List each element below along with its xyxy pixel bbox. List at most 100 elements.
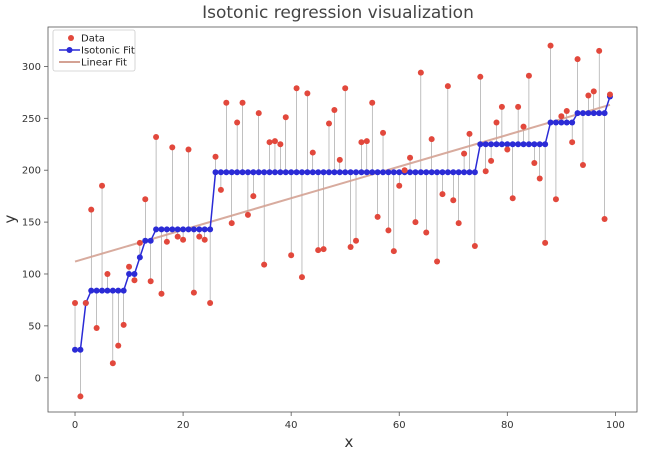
data-point	[461, 150, 468, 157]
isotonic-fit-point	[493, 141, 500, 148]
isotonic-fit-point	[223, 169, 230, 176]
x-tick-label: 80	[501, 420, 514, 431]
isotonic-fit-point	[363, 169, 370, 176]
data-point	[428, 136, 435, 143]
isotonic-fit-point	[353, 169, 360, 176]
isotonic-fit-point	[239, 169, 246, 176]
data-point	[88, 206, 95, 213]
isotonic-fit-point	[434, 169, 441, 176]
data-point-series	[72, 42, 613, 400]
isotonic-fit-point	[396, 169, 403, 176]
x-axis-label: x	[345, 433, 354, 451]
data-point	[493, 119, 500, 126]
isotonic-fit-point	[471, 169, 478, 176]
data-point	[590, 88, 597, 95]
data-point	[293, 85, 300, 92]
data-point	[163, 238, 170, 245]
data-point	[126, 263, 133, 270]
data-point	[201, 236, 208, 243]
data-point	[131, 277, 138, 284]
data-point	[261, 261, 268, 268]
isotonic-fit-point	[369, 169, 376, 176]
isotonic-fit-point	[347, 169, 354, 176]
isotonic-fit-point	[482, 141, 489, 148]
data-point	[250, 193, 257, 200]
data-point	[136, 239, 143, 246]
y-axis-ticks: 0 50 100 150 200 250 300	[22, 62, 48, 384]
isotonic-fit-point	[579, 110, 586, 117]
linear-fit-line	[74, 103, 611, 263]
isotonic-fit-point	[88, 287, 95, 294]
linear-fit-series	[74, 103, 611, 263]
isotonic-fit-point	[498, 141, 505, 148]
isotonic-fit-point	[520, 141, 527, 148]
isotonic-fit-point	[185, 226, 192, 233]
data-point	[277, 141, 284, 148]
isotonic-fit-point	[358, 169, 365, 176]
isotonic-fit-point	[304, 169, 311, 176]
data-point	[82, 300, 89, 307]
isotonic-fit-point	[504, 141, 511, 148]
data-point	[574, 56, 581, 63]
isotonic-fit-point	[509, 141, 516, 148]
data-point	[401, 167, 408, 174]
data-point	[325, 120, 332, 127]
data-point	[120, 321, 127, 328]
data-point	[331, 107, 338, 114]
data-point	[455, 220, 462, 227]
isotonic-fit-point	[158, 226, 165, 233]
y-tick-label: 50	[28, 321, 41, 332]
data-point	[390, 248, 397, 255]
isotonic-fit-point	[569, 119, 576, 126]
isotonic-fit-point	[466, 169, 473, 176]
isotonic-fit-point	[207, 226, 214, 233]
isotonic-fit-point	[444, 169, 451, 176]
isotonic-fit-point	[228, 169, 235, 176]
isotonic-fit-point	[574, 110, 581, 117]
data-point	[407, 154, 414, 161]
data-point	[207, 300, 214, 307]
data-point	[77, 393, 84, 400]
isotonic-fit-point	[180, 226, 187, 233]
data-point	[336, 156, 343, 163]
isotonic-fit-point	[147, 237, 154, 244]
isotonic-fit-point	[585, 110, 592, 117]
legend-data-label: Data	[81, 34, 105, 45]
data-point	[471, 242, 478, 249]
isotonic-fit-point	[325, 169, 332, 176]
data-point	[212, 153, 219, 160]
data-point	[558, 113, 565, 120]
isotonic-fit-point	[250, 169, 257, 176]
isotonic-fit-point	[552, 119, 559, 126]
legend: Data Isotonic Fit Linear Fit	[52, 29, 136, 72]
data-point	[563, 108, 570, 115]
isotonic-fit-point	[531, 141, 538, 148]
x-axis-ticks: 0 20 40 60 80 100	[72, 412, 625, 431]
isotonic-fit-point	[93, 287, 100, 294]
data-point	[547, 42, 554, 49]
isotonic-fit-point	[407, 169, 414, 176]
data-point	[569, 139, 576, 146]
isotonic-fit-point	[596, 110, 603, 117]
legend-isotonic-marker	[66, 47, 73, 53]
isotonic-fit-point	[120, 287, 127, 294]
y-tick-label: 150	[22, 218, 41, 229]
data-point	[385, 227, 392, 234]
data-point	[115, 342, 122, 349]
data-point	[185, 146, 192, 153]
isotonic-fit-point	[201, 226, 208, 233]
legend-linear-label: Linear Fit	[81, 58, 127, 69]
isotonic-fit-point	[439, 169, 446, 176]
isotonic-fit-series	[72, 93, 613, 353]
x-tick-label: 0	[72, 420, 78, 431]
isotonic-fit-point	[288, 169, 295, 176]
legend-isotonic-label: Isotonic Fit	[81, 46, 135, 57]
isotonic-fit-point	[174, 226, 181, 233]
data-point	[320, 246, 327, 253]
data-point	[509, 195, 516, 202]
data-point	[525, 72, 532, 79]
isotonic-fit-point	[282, 169, 289, 176]
x-tick-label: 40	[285, 420, 298, 431]
isotonic-fit-point	[212, 169, 219, 176]
data-point	[466, 130, 473, 137]
